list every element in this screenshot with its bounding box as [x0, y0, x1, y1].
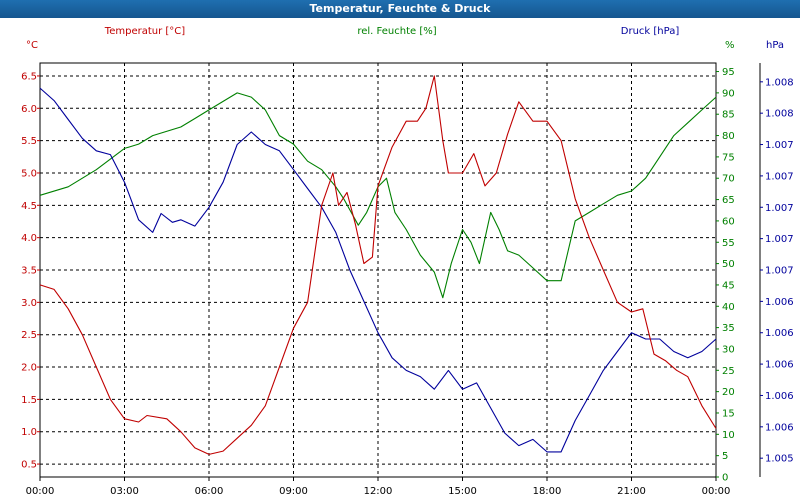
temperature-tick-label: 1.0	[21, 427, 37, 438]
humidity-tick-label: 80	[722, 131, 735, 142]
temperature-tick-label: 3.5	[21, 266, 37, 277]
humidity-legend: rel. Feuchte [%]	[357, 26, 436, 37]
humidity-tick-label: 55	[722, 238, 735, 249]
humidity-tick-label: 90	[722, 88, 735, 99]
pressure-tick-label: 1.007	[765, 234, 794, 245]
humidity-tick-label: 20	[722, 387, 735, 398]
pressure-tick-label: 1.008	[765, 77, 794, 88]
x-tick-label: 00:00	[702, 486, 731, 497]
humidity-tick-label: 60	[722, 216, 735, 227]
x-tick-label: 18:00	[533, 486, 562, 497]
window-title: Temperatur, Feuchte & Druck	[0, 0, 800, 18]
pressure-tick-label: 1.007	[765, 171, 794, 182]
x-tick-label: 09:00	[279, 486, 308, 497]
humidity-tick-label: 50	[722, 259, 735, 270]
pressure-tick-label: 1.006	[765, 360, 794, 371]
humidity-tick-label: 70	[722, 174, 735, 185]
humidity-tick-label: 25	[722, 366, 735, 377]
humidity-unit-label: %	[725, 40, 735, 51]
humidity-series-line	[39, 92, 717, 299]
humidity-tick-label: 65	[722, 195, 735, 206]
humidity-tick-label: 40	[722, 302, 735, 313]
grid-lines	[40, 63, 716, 477]
temperature-series-line	[39, 75, 717, 455]
pressure-tick-label: 1.007	[765, 266, 794, 277]
humidity-tick-label: 45	[722, 280, 735, 291]
temperature-tick-label: 5.5	[21, 136, 37, 147]
temperature-unit-label: °C	[26, 40, 38, 51]
pressure-series-line	[39, 87, 717, 453]
series-layer	[39, 75, 717, 455]
chart-area: 00:0013.04.1903:0013.04.1906:0013.04.190…	[21, 26, 794, 497]
humidity-tick-label: 5	[722, 451, 728, 462]
temperature-tick-label: 2.0	[21, 363, 37, 374]
humidity-tick-label: 10	[722, 430, 735, 441]
pressure-tick-label: 1.008	[765, 109, 794, 120]
temperature-tick-label: 6.0	[21, 104, 37, 115]
humidity-tick-label: 30	[722, 344, 735, 355]
pressure-tick-label: 1.006	[765, 422, 794, 433]
axes-layer: 00:0013.04.1903:0013.04.1906:0013.04.190…	[21, 26, 794, 497]
humidity-tick-label: 15	[722, 408, 735, 419]
x-tick-label: 15:00	[448, 486, 477, 497]
temperature-tick-label: 0.5	[21, 460, 37, 471]
pressure-tick-label: 1.005	[765, 454, 794, 465]
pressure-tick-label: 1.007	[765, 140, 794, 151]
x-tick-label: 21:00	[617, 486, 646, 497]
x-tick-label: 03:00	[110, 486, 139, 497]
temperature-tick-label: 4.0	[21, 233, 37, 244]
pressure-tick-label: 1.006	[765, 391, 794, 402]
humidity-tick-label: 35	[722, 323, 735, 334]
humidity-tick-label: 0	[722, 473, 728, 484]
temperature-tick-label: 1.5	[21, 395, 37, 406]
pressure-tick-label: 1.007	[765, 203, 794, 214]
temperature-tick-label: 4.5	[21, 201, 37, 212]
pressure-tick-label: 1.006	[765, 328, 794, 339]
temperature-tick-label: 2.5	[21, 330, 37, 341]
temperature-tick-label: 6.5	[21, 71, 37, 82]
pressure-tick-label: 1.006	[765, 297, 794, 308]
pressure-legend: Druck [hPa]	[621, 26, 680, 37]
humidity-tick-label: 85	[722, 110, 735, 121]
temperature-tick-label: 5.0	[21, 168, 37, 179]
temperature-tick-label: 3.0	[21, 298, 37, 309]
x-tick-label: 12:00	[364, 486, 393, 497]
humidity-tick-label: 95	[722, 67, 735, 78]
humidity-tick-label: 75	[722, 152, 735, 163]
x-tick-label: 06:00	[195, 486, 224, 497]
temperature-legend: Temperatur [°C]	[104, 26, 185, 37]
x-tick-label: 00:00	[26, 486, 55, 497]
pressure-unit-label: hPa	[766, 40, 784, 51]
